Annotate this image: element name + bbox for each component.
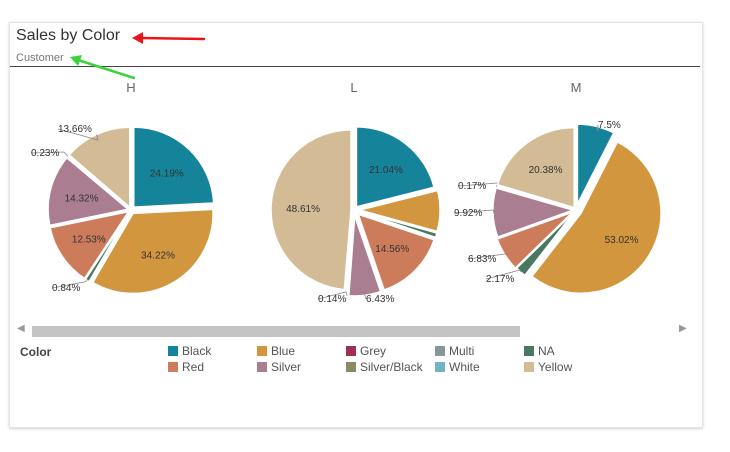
leader-line bbox=[51, 280, 88, 289]
pie-charts: H 24.19% 34.22% 0.84% 12.53% 14.32% 0.23% 13.66… bbox=[30, 80, 662, 305]
legend-label: Blue bbox=[271, 344, 296, 358]
pie-slice-blue[interactable] bbox=[357, 189, 441, 233]
legend-label: White bbox=[449, 360, 480, 374]
legend-item-white[interactable]: White bbox=[435, 360, 480, 374]
leader-line bbox=[363, 291, 367, 300]
leader-line bbox=[453, 209, 495, 214]
legend-item-blue[interactable]: Blue bbox=[257, 344, 295, 358]
legend-title: Color bbox=[20, 345, 52, 359]
data-label: 21.04% bbox=[369, 165, 403, 176]
pie-slice-silver-black[interactable] bbox=[66, 154, 130, 209]
legend-label: Grey bbox=[360, 344, 387, 358]
legend-label: Yellow bbox=[538, 360, 573, 374]
legend-item-silver[interactable]: Silver bbox=[257, 360, 301, 374]
pie-title: H bbox=[126, 80, 135, 95]
chart-subtitle: Customer bbox=[16, 52, 64, 64]
legend-label: NA bbox=[538, 344, 555, 358]
pie-title: L bbox=[350, 80, 357, 95]
legend-item-na[interactable]: NA bbox=[524, 344, 555, 358]
legend-label: Silver bbox=[271, 360, 302, 374]
legend-swatch bbox=[524, 346, 534, 356]
data-label: 6.83% bbox=[468, 254, 496, 265]
data-label: 0.23% bbox=[31, 148, 59, 159]
data-label: 9.92% bbox=[454, 208, 482, 219]
legend-swatch bbox=[524, 362, 534, 372]
legend-swatch bbox=[257, 346, 267, 356]
horizontal-scrollbar[interactable] bbox=[32, 326, 520, 337]
data-label: 13.66% bbox=[58, 124, 92, 135]
legend-label: Red bbox=[182, 360, 205, 374]
pie-slice-yellow[interactable] bbox=[496, 126, 575, 209]
leader-line bbox=[595, 125, 599, 132]
legend-item-black[interactable]: Black bbox=[168, 344, 211, 358]
legend-swatch bbox=[346, 362, 356, 372]
legend-swatch bbox=[257, 362, 267, 372]
pie-slice-black[interactable] bbox=[133, 126, 215, 208]
green-arrow-icon bbox=[70, 55, 136, 80]
pie-slice-yellow[interactable] bbox=[68, 126, 131, 209]
leader-line bbox=[57, 128, 99, 141]
data-label: 48.61% bbox=[286, 204, 320, 215]
legend-label: Black bbox=[182, 344, 212, 358]
legend-item-multi[interactable]: Multi bbox=[435, 344, 474, 358]
legend-swatch bbox=[168, 346, 178, 356]
data-label: 0.14% bbox=[318, 294, 346, 305]
pie-title: M bbox=[571, 80, 582, 95]
legend-swatch bbox=[435, 346, 445, 356]
leader-line bbox=[467, 253, 506, 260]
leader-line bbox=[317, 291, 348, 300]
legend-label: Silver/Black bbox=[360, 360, 423, 374]
data-label: 12.53% bbox=[72, 235, 106, 246]
legend-label: Multi bbox=[449, 344, 475, 358]
pie-slice-red[interactable] bbox=[49, 210, 131, 280]
legend-swatch bbox=[435, 362, 445, 372]
data-label: 0.17% bbox=[458, 181, 486, 192]
data-label: 53.02% bbox=[605, 235, 639, 246]
data-label: 20.38% bbox=[529, 165, 563, 176]
data-label: 24.19% bbox=[150, 168, 184, 179]
leader-line bbox=[485, 269, 522, 280]
scroll-left-arrow-icon[interactable]: ◀ bbox=[17, 323, 25, 334]
pie-slice-black[interactable] bbox=[355, 126, 435, 208]
data-label: 34.22% bbox=[141, 250, 175, 261]
pie-slice-yellow[interactable] bbox=[270, 129, 352, 291]
pie-slice-silver[interactable] bbox=[47, 156, 130, 227]
data-label: 6.43% bbox=[366, 294, 394, 305]
pie-slice-na[interactable] bbox=[359, 211, 438, 239]
pie-slice-blue[interactable] bbox=[530, 140, 662, 294]
data-label: 14.32% bbox=[65, 193, 99, 204]
legend-item-silver-black[interactable]: Silver/Black bbox=[346, 360, 423, 374]
pie-slice-red[interactable] bbox=[357, 213, 436, 291]
scroll-right-arrow-icon[interactable]: ▶ bbox=[679, 323, 687, 334]
legend-item-red[interactable]: Red bbox=[168, 360, 204, 374]
header-divider bbox=[10, 66, 700, 67]
leader-line bbox=[30, 151, 69, 157]
data-label: 0.84% bbox=[52, 283, 80, 294]
legend-item-grey[interactable]: Grey bbox=[346, 344, 386, 358]
data-label: 2.17% bbox=[486, 274, 514, 285]
pie-slice-blue[interactable] bbox=[91, 208, 214, 295]
data-label: 7.5% bbox=[598, 120, 621, 131]
legend-swatch bbox=[346, 346, 356, 356]
legend-item-yellow[interactable]: Yellow bbox=[524, 360, 572, 374]
chart-title: Sales by Color bbox=[16, 27, 121, 44]
data-label: 14.56% bbox=[375, 244, 409, 255]
legend-swatch bbox=[168, 362, 178, 372]
red-arrow-icon bbox=[132, 32, 206, 44]
